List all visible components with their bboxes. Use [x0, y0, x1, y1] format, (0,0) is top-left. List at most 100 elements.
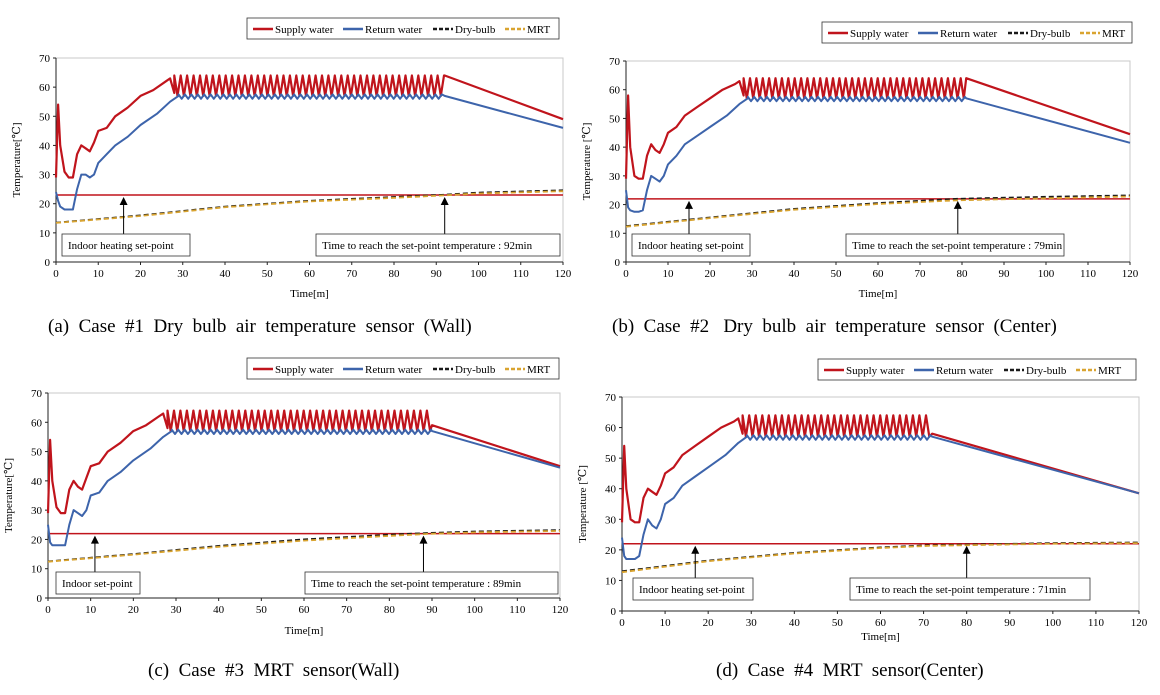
series-dry-bulb — [621, 541, 1140, 573]
y-tick-label: 10 — [39, 228, 51, 240]
x-tick-label: 100 — [1045, 617, 1062, 629]
y-tick-label: 30 — [609, 171, 621, 183]
x-tick-label: 0 — [619, 617, 625, 629]
y-tick-label: 30 — [31, 505, 43, 517]
x-tick-label: 60 — [873, 268, 885, 280]
x-tick-label: 90 — [999, 268, 1011, 280]
x-tick-label: 20 — [128, 604, 140, 616]
x-tick-label: 110 — [513, 268, 530, 280]
x-tick-label: 20 — [703, 617, 715, 629]
annotation-box — [61, 233, 191, 257]
legend-label: Supply water — [275, 24, 334, 36]
annotation-box — [632, 577, 754, 601]
annotation-box — [849, 577, 1091, 601]
x-axis-label: Time[m] — [285, 625, 324, 637]
y-tick-label: 0 — [611, 606, 617, 618]
legend-label: Supply water — [275, 364, 334, 376]
x-tick-label: 100 — [470, 268, 487, 280]
series-return-water — [621, 434, 1140, 560]
x-tick-label: 90 — [431, 268, 443, 280]
series-return-water — [55, 93, 564, 211]
series-supply-water — [46, 409, 561, 515]
caption-d: (d) Case #4 MRT sensor(Center) — [716, 660, 984, 681]
y-tick-label: 50 — [39, 111, 51, 123]
plot-frame — [47, 392, 561, 599]
series-supply-water — [620, 414, 1140, 524]
annotation-label: Time to reach the set-point temperature … — [322, 240, 533, 252]
y-axis-label: Temperature[℃] — [3, 458, 15, 533]
arrow-head-icon — [953, 200, 962, 209]
annotation-box — [55, 571, 141, 595]
annotation-box — [631, 233, 751, 257]
legend-box — [821, 21, 1133, 44]
annotation-label: Time to reach the set-point temperature … — [856, 584, 1067, 596]
plot-frame — [55, 57, 564, 263]
series-mrt — [47, 530, 561, 563]
caption-b: (b) Case #2 Dry bulb air temperature sen… — [612, 316, 1057, 337]
arrow-head-icon — [419, 535, 428, 544]
legend-label: Return water — [365, 364, 422, 376]
x-tick-label: 10 — [85, 604, 97, 616]
y-tick-label: 0 — [45, 257, 51, 269]
legend-label: Dry-bulb — [455, 364, 496, 376]
x-tick-label: 110 — [1088, 617, 1105, 629]
x-tick-label: 40 — [220, 268, 232, 280]
y-tick-label: 50 — [31, 447, 43, 459]
series-dry-bulb — [625, 194, 1131, 227]
annotation-label: Indoor heating set-point — [638, 240, 744, 252]
caption-c: (c) Case #3 MRT sensor(Wall) — [148, 660, 400, 681]
y-tick-label: 30 — [39, 170, 51, 182]
series-mrt — [621, 542, 1140, 574]
x-tick-label: 50 — [262, 268, 274, 280]
legend-label: Dry-bulb — [1026, 365, 1067, 377]
x-tick-label: 60 — [304, 268, 316, 280]
legend-label: Supply water — [846, 365, 905, 377]
x-tick-label: 40 — [789, 617, 801, 629]
chart-panel-4: 0 10 20 30 40 50 60 70 80 90 100 110 120 0 10 20 30 40 50 6… — [577, 358, 1148, 643]
series-supply-water — [54, 74, 564, 179]
legend-box — [246, 357, 560, 380]
x-tick-label: 40 — [789, 268, 801, 280]
y-tick-label: 70 — [31, 388, 43, 400]
annotation-box — [845, 233, 1065, 257]
x-tick-label: 100 — [1038, 268, 1055, 280]
y-tick-label: 60 — [609, 85, 621, 97]
series-return-water — [625, 95, 1131, 213]
x-tick-label: 20 — [705, 268, 717, 280]
x-tick-label: 30 — [746, 617, 758, 629]
annotation-label: Time to reach the set-point temperature … — [852, 240, 1063, 252]
legend-label: Dry-bulb — [1030, 28, 1071, 40]
plot-frame — [625, 60, 1131, 263]
x-tick-label: 80 — [384, 604, 396, 616]
series-supply-water — [624, 77, 1131, 180]
x-tick-label: 0 — [45, 604, 51, 616]
x-tick-label: 70 — [918, 617, 930, 629]
legend-label: MRT — [527, 364, 550, 376]
x-tick-label: 120 — [1131, 617, 1148, 629]
x-tick-label: 110 — [1080, 268, 1097, 280]
annotation-label: Time to reach the set-point temperature … — [311, 578, 522, 590]
x-tick-label: 30 — [747, 268, 759, 280]
y-tick-label: 30 — [605, 514, 617, 526]
annotation-label: Indoor heating set-point — [68, 240, 174, 252]
y-tick-label: 70 — [605, 392, 617, 404]
x-tick-label: 90 — [1004, 617, 1016, 629]
y-tick-label: 60 — [39, 82, 51, 94]
legend-label: MRT — [527, 24, 550, 36]
x-tick-label: 10 — [660, 617, 672, 629]
y-axis-label: Temperature [℃] — [581, 123, 593, 201]
y-tick-label: 0 — [37, 593, 43, 605]
x-tick-label: 70 — [915, 268, 927, 280]
legend: Supply water Return water Dry-bulb MRT — [817, 358, 1137, 381]
legend-label: Dry-bulb — [455, 24, 496, 36]
x-tick-label: 120 — [552, 604, 569, 616]
chart-panel-1: 0 10 20 30 40 50 60 70 80 90 100 110 120 0 10 20 30 40 50 6… — [11, 17, 572, 300]
y-tick-label: 70 — [609, 56, 621, 68]
x-tick-label: 80 — [389, 268, 401, 280]
y-tick-label: 20 — [31, 534, 43, 546]
x-tick-label: 70 — [341, 604, 353, 616]
chart-panel-3: 0 10 20 30 40 50 60 70 80 90 100 110 120 0 10 20 30 40 50 6… — [3, 357, 569, 637]
x-tick-label: 80 — [961, 617, 973, 629]
x-axis-label: Time[m] — [290, 288, 329, 300]
